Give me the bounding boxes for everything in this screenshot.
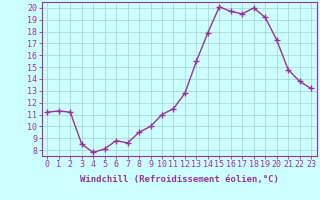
X-axis label: Windchill (Refroidissement éolien,°C): Windchill (Refroidissement éolien,°C): [80, 175, 279, 184]
